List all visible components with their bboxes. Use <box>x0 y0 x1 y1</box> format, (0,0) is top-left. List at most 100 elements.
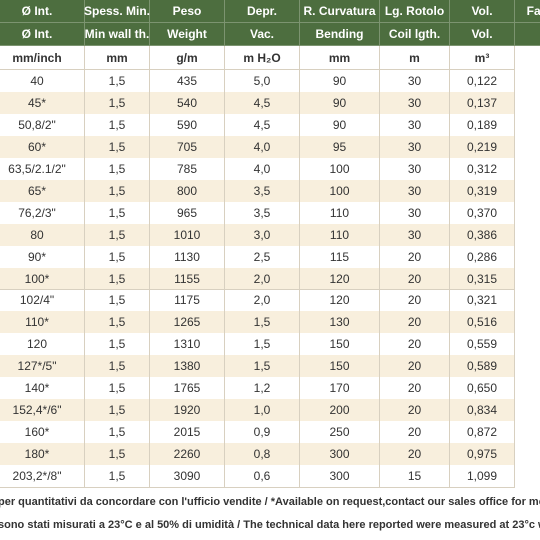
header-cell: Depr. <box>225 0 300 23</box>
table-cell: 1,5 <box>85 289 150 313</box>
table-cell: 705 <box>150 135 225 159</box>
table-cell: 3,5 <box>225 201 300 225</box>
table-cell: 1,5 <box>85 399 150 423</box>
table-cell: 20 <box>380 311 450 335</box>
table-cell: 2,0 <box>225 289 300 313</box>
table-cell: 0,559 <box>450 333 515 357</box>
table-cell: 0,315 <box>450 267 515 291</box>
table-cell: 127*/5" <box>0 355 85 379</box>
table-cell: 1,5 <box>85 135 150 159</box>
table-cell: 45* <box>0 91 85 115</box>
header-cell: Bending <box>300 23 380 46</box>
table-cell: 0,8 <box>225 443 300 467</box>
table-cell: 152,4*/6" <box>0 399 85 423</box>
table-cell: 65* <box>0 179 85 203</box>
table-cell: 4,5 <box>225 91 300 115</box>
table-cell: 1,0 <box>225 399 300 423</box>
table-cell: 90 <box>300 70 380 93</box>
header-cell: R. Curvatura <box>300 0 380 23</box>
table-cell: 150 <box>300 355 380 379</box>
table-cell: 1,2 <box>225 377 300 401</box>
header-cell: Weight <box>150 23 225 46</box>
table-cell: 130 <box>300 311 380 335</box>
table-cell: 120 <box>0 333 85 357</box>
table-cell: 2,0 <box>225 267 300 291</box>
table-cell: 1,5 <box>85 70 150 93</box>
table-cell: 30 <box>380 70 450 93</box>
table-cell: 30 <box>380 223 450 247</box>
table-cell: 20 <box>380 421 450 445</box>
table-cell: 3090 <box>150 465 225 489</box>
table-cell: 0,6 <box>225 465 300 489</box>
table-cell: 1,5 <box>85 333 150 357</box>
table-cell: 203,2*/8" <box>0 465 85 489</box>
table-cell: 63,5/2.1/2" <box>0 157 85 181</box>
table-cell: 0,516 <box>450 311 515 335</box>
table-cell: 1,5 <box>85 443 150 467</box>
table-cell: 120 <box>300 267 380 291</box>
header-cell: Spess. Min. <box>84 0 150 23</box>
table-cell: 50,8/2" <box>0 113 85 137</box>
table-cell: 80 <box>0 223 85 247</box>
header-cell: Vac. <box>225 23 300 46</box>
table-cell: 4,0 <box>225 135 300 159</box>
table-cell: 20 <box>380 267 450 291</box>
table-cell: 4,5 <box>225 113 300 137</box>
table-cell: 0,872 <box>450 421 515 445</box>
table-cell: 590 <box>150 113 225 137</box>
table-cell: 0,189 <box>450 113 515 137</box>
unit-cell: mm/inch <box>0 46 85 70</box>
table-cell: 30 <box>380 201 450 225</box>
header-cell <box>515 23 540 46</box>
table-cell: 20 <box>380 333 450 357</box>
table-cell: 0,589 <box>450 355 515 379</box>
footnote: per quantitativi da concordare con l'uff… <box>0 496 540 508</box>
table-cell: 5,0 <box>225 70 300 93</box>
table-cell: 1,5 <box>85 267 150 291</box>
table-cell: 110 <box>300 201 380 225</box>
table-cell: 15 <box>380 465 450 489</box>
table-cell: 0,834 <box>450 399 515 423</box>
unit-cell: m H₂O <box>225 46 300 70</box>
table-cell: 435 <box>150 70 225 93</box>
table-cell: 100 <box>300 179 380 203</box>
table-cell: 90 <box>300 91 380 115</box>
table-cell: 0,975 <box>450 443 515 467</box>
table-cell: 120 <box>300 289 380 313</box>
table-cell: 60* <box>0 135 85 159</box>
table-cell: 0,319 <box>450 179 515 203</box>
table-cell: 965 <box>150 201 225 225</box>
unit-cell: m <box>380 46 450 70</box>
table-cell: 1920 <box>150 399 225 423</box>
table-cell: 30 <box>380 157 450 181</box>
table-cell: 1,5 <box>85 223 150 247</box>
table-cell: 1155 <box>150 267 225 291</box>
table-cell: 1,5 <box>225 311 300 335</box>
table-cell: 20 <box>380 355 450 379</box>
table-cell: 0,9 <box>225 421 300 445</box>
table-cell: 300 <box>300 465 380 489</box>
table-cell: 1,5 <box>85 465 150 489</box>
table-cell: 100 <box>300 157 380 181</box>
table-cell: 4,0 <box>225 157 300 181</box>
unit-cell: mm <box>85 46 150 70</box>
table-cell: 250 <box>300 421 380 445</box>
table-cell: 1130 <box>150 245 225 269</box>
unit-cell <box>515 46 540 70</box>
table-cell: 115 <box>300 245 380 269</box>
table-cell: 1,5 <box>225 355 300 379</box>
table-cell: 1,5 <box>85 91 150 115</box>
table-cell: 1,5 <box>85 113 150 137</box>
table-cell: 1,5 <box>85 157 150 181</box>
table-cell: 95 <box>300 135 380 159</box>
table-cell: 30 <box>380 91 450 115</box>
header-cell: Min wall th. <box>85 23 150 46</box>
table-cell: 20 <box>380 289 450 313</box>
table-cell: 30 <box>380 113 450 137</box>
table-cell: 0,386 <box>450 223 515 247</box>
table-cell: 0,370 <box>450 201 515 225</box>
table-cell: 0,137 <box>450 91 515 115</box>
table-cell: 30 <box>380 179 450 203</box>
unit-cell: g/m <box>150 46 225 70</box>
